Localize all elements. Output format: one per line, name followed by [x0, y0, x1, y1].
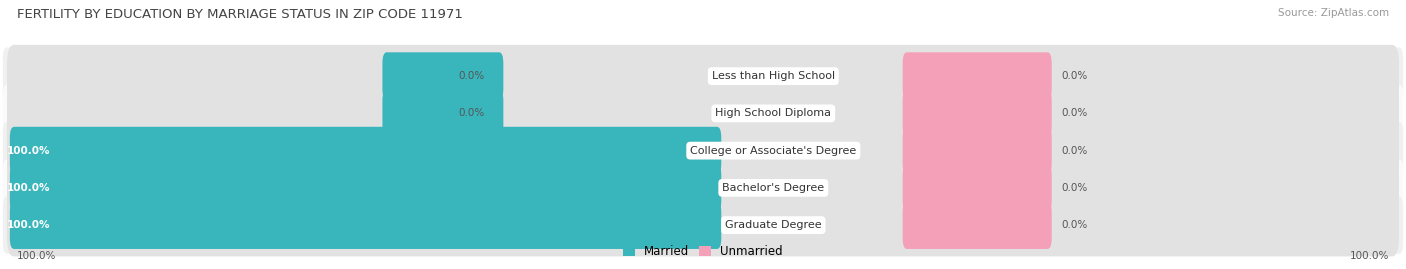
FancyBboxPatch shape: [7, 45, 1399, 107]
Legend: Married, Unmarried: Married, Unmarried: [619, 241, 787, 263]
Text: College or Associate's Degree: College or Associate's Degree: [690, 146, 856, 156]
FancyBboxPatch shape: [7, 82, 1399, 145]
Text: Less than High School: Less than High School: [711, 71, 835, 81]
FancyBboxPatch shape: [10, 164, 721, 212]
Text: Graduate Degree: Graduate Degree: [725, 220, 821, 230]
FancyBboxPatch shape: [7, 194, 1399, 256]
Text: 0.0%: 0.0%: [1062, 183, 1088, 193]
Text: Source: ZipAtlas.com: Source: ZipAtlas.com: [1278, 8, 1389, 18]
Text: 100.0%: 100.0%: [17, 251, 56, 261]
FancyBboxPatch shape: [903, 90, 1052, 137]
FancyBboxPatch shape: [10, 201, 721, 249]
FancyBboxPatch shape: [382, 90, 503, 137]
FancyBboxPatch shape: [7, 119, 1399, 182]
Text: FERTILITY BY EDUCATION BY MARRIAGE STATUS IN ZIP CODE 11971: FERTILITY BY EDUCATION BY MARRIAGE STATU…: [17, 8, 463, 21]
FancyBboxPatch shape: [7, 157, 1399, 219]
Text: 100.0%: 100.0%: [7, 146, 51, 156]
Text: 0.0%: 0.0%: [458, 108, 485, 118]
Text: 0.0%: 0.0%: [1062, 146, 1088, 156]
Text: 0.0%: 0.0%: [458, 71, 485, 81]
Text: Bachelor's Degree: Bachelor's Degree: [723, 183, 824, 193]
FancyBboxPatch shape: [3, 85, 1403, 142]
Text: 100.0%: 100.0%: [1350, 251, 1389, 261]
FancyBboxPatch shape: [903, 52, 1052, 100]
FancyBboxPatch shape: [382, 52, 503, 100]
FancyBboxPatch shape: [903, 164, 1052, 212]
FancyBboxPatch shape: [3, 159, 1403, 217]
FancyBboxPatch shape: [3, 196, 1403, 254]
Text: 100.0%: 100.0%: [7, 220, 51, 230]
Text: 0.0%: 0.0%: [1062, 108, 1088, 118]
Text: 0.0%: 0.0%: [1062, 71, 1088, 81]
Text: 100.0%: 100.0%: [7, 183, 51, 193]
Text: High School Diploma: High School Diploma: [716, 108, 831, 118]
FancyBboxPatch shape: [3, 47, 1403, 105]
FancyBboxPatch shape: [10, 127, 721, 175]
FancyBboxPatch shape: [3, 122, 1403, 179]
Text: 0.0%: 0.0%: [1062, 220, 1088, 230]
FancyBboxPatch shape: [903, 201, 1052, 249]
FancyBboxPatch shape: [903, 127, 1052, 175]
